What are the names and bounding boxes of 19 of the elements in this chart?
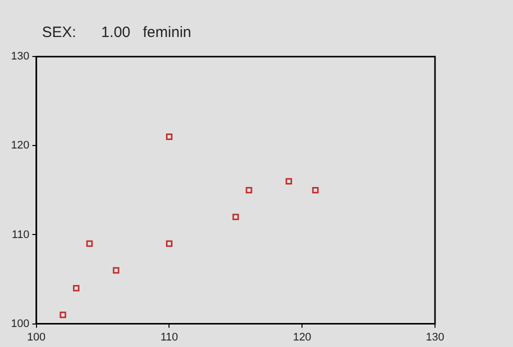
point xyxy=(312,186,319,194)
point xyxy=(166,240,172,247)
y-tick-label: 110 xyxy=(12,228,30,241)
x-tick-label: 130 xyxy=(426,331,444,344)
point xyxy=(86,240,93,247)
x-tick-label: 120 xyxy=(292,331,312,344)
point xyxy=(232,214,239,220)
point xyxy=(286,178,292,185)
point xyxy=(246,186,252,194)
y-tick-label: 100 xyxy=(10,318,30,330)
point xyxy=(60,312,66,318)
x-tick-label: 110 xyxy=(160,331,178,344)
y-tick-label: 130 xyxy=(10,50,30,63)
y-tick-label: 120 xyxy=(10,140,30,152)
point xyxy=(166,134,172,140)
point xyxy=(72,284,80,292)
x-tick-label: 100 xyxy=(27,331,46,344)
point xyxy=(112,267,120,274)
chart-title: SEX: 1.00 feminin xyxy=(42,24,192,41)
